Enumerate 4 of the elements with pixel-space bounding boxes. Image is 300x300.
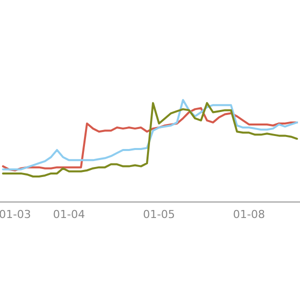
x-tick-label: 01-05 (143, 208, 175, 221)
x-tick-label: 01-04 (53, 208, 85, 221)
x-tick-label: 01-08 (233, 208, 265, 221)
x-tick-label: 01-03 (0, 208, 31, 221)
